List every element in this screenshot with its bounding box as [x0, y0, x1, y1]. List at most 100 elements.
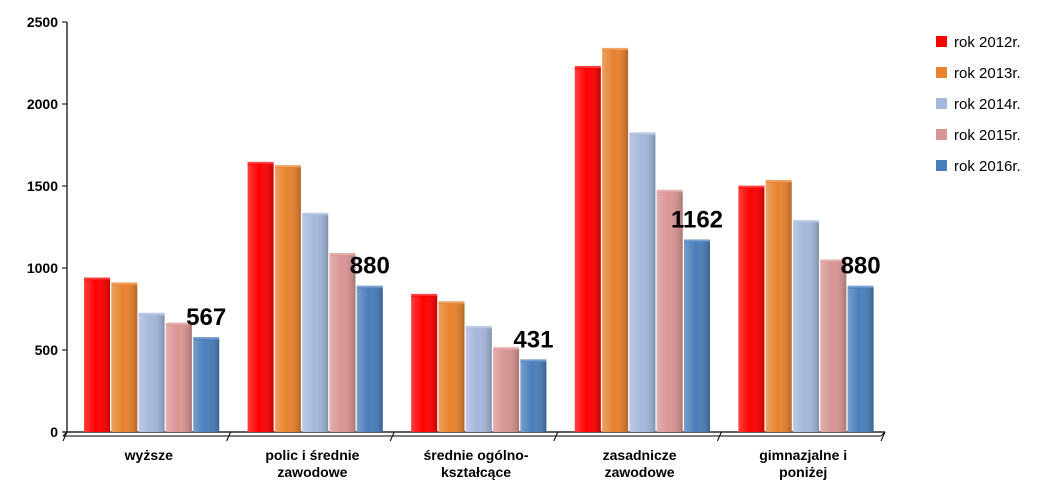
x-category-label-line: średnie ogólno- — [424, 447, 529, 463]
legend-label: rok 2013r. — [954, 65, 1021, 82]
bar-top — [193, 337, 220, 341]
legend-item: rok 2013r. — [936, 65, 1021, 82]
bar-shading — [765, 181, 792, 432]
bar-shading — [847, 287, 874, 432]
x-category-label-line: zawodowe — [605, 464, 675, 480]
bar-shading — [738, 187, 765, 432]
x-tick-mark — [716, 431, 722, 442]
bar-top — [493, 347, 520, 351]
y-tick-label: 2500 — [27, 14, 58, 30]
bar-shading — [247, 163, 274, 433]
bar-top — [684, 239, 710, 243]
x-category-label-line: wyższe — [124, 447, 173, 463]
bar-top — [602, 47, 629, 51]
data-label: 567 — [186, 304, 226, 331]
bar — [629, 132, 656, 432]
data-label: 880 — [350, 253, 390, 280]
bar-shading — [302, 214, 329, 432]
bar — [820, 259, 847, 432]
bar-shading — [493, 349, 520, 432]
bar-top — [629, 132, 656, 136]
bar-shading — [574, 67, 601, 433]
x-category-label: gimnazjalne i poniżej — [759, 447, 847, 480]
x-tick-mark — [880, 431, 886, 442]
bar-top — [165, 322, 192, 326]
bar-top — [738, 185, 765, 189]
bar-shading — [656, 191, 683, 432]
x-category-label: średnie ogólno-kształcące — [424, 447, 529, 480]
bar — [574, 65, 601, 433]
bar — [411, 293, 438, 432]
data-labels: 567 880 431 1162 880 — [186, 206, 880, 353]
bar-shading — [438, 303, 465, 432]
bar — [793, 220, 819, 432]
bar-top — [793, 220, 819, 224]
legend-item: rok 2014r. — [936, 96, 1021, 113]
x-category-label: zasadnicze zawodowe — [603, 447, 677, 480]
bar — [493, 347, 520, 432]
bar-top — [574, 65, 601, 69]
bar — [438, 301, 465, 432]
bar-shading — [329, 254, 356, 432]
bar-top — [84, 277, 110, 281]
axes: 0 500 1000 1500 2000 2500 wyższe polic i średni… — [27, 14, 886, 480]
bar — [84, 277, 110, 432]
legend-swatch — [936, 67, 947, 78]
x-category-label-line: poniżej — [779, 464, 827, 480]
x-tick-mark — [389, 431, 395, 442]
legend-swatch — [936, 160, 947, 171]
bar-top — [329, 252, 356, 256]
y-tick-label: 1500 — [27, 178, 58, 194]
x-category-label-line: zawodowe — [277, 464, 347, 480]
bar-shading — [84, 279, 110, 432]
bar-shading — [520, 361, 547, 432]
bars — [84, 47, 874, 433]
x-tick-mark — [553, 431, 559, 442]
bar — [329, 252, 356, 432]
legend-label: rok 2016r. — [954, 158, 1021, 175]
bar-shading — [465, 327, 492, 432]
bar-shading — [602, 49, 629, 432]
bar-top — [465, 325, 492, 329]
bar-shading — [820, 261, 847, 432]
data-label: 880 — [841, 253, 881, 280]
bar-shading — [274, 167, 301, 432]
legend-item: rok 2012r. — [936, 34, 1021, 51]
x-category-label-line: gimnazjalne i — [759, 447, 847, 463]
legend-item: rok 2016r. — [936, 158, 1021, 175]
bar-top — [111, 282, 138, 286]
legend-swatch — [936, 98, 947, 109]
bar-top — [438, 301, 465, 305]
bar-shading — [629, 134, 656, 432]
bar-top — [138, 312, 165, 316]
bar-top — [356, 285, 383, 289]
bar — [602, 47, 629, 432]
data-label: 1162 — [671, 206, 723, 233]
bar — [193, 337, 220, 432]
bar-top — [656, 189, 683, 193]
bar — [274, 165, 301, 432]
bar — [765, 179, 792, 432]
y-tick-label: 500 — [35, 342, 59, 358]
bar-shading — [138, 314, 165, 432]
y-tick-label: 2000 — [27, 96, 58, 112]
bar — [465, 325, 492, 432]
bar-shading — [165, 324, 192, 432]
bar — [302, 212, 329, 432]
x-category-label-line: kształcące — [441, 464, 511, 480]
bar-shading — [111, 284, 138, 432]
bar-shading — [193, 339, 220, 432]
legend-label: rok 2012r. — [954, 34, 1021, 51]
x-tick-mark — [62, 431, 68, 442]
bar — [684, 239, 710, 432]
y-tick-label: 1000 — [27, 260, 58, 276]
bar-shading — [684, 241, 710, 432]
data-label: 431 — [513, 326, 553, 353]
legend: rok 2012r. rok 2013r. rok 2014r. rok 2015r.… — [936, 34, 1021, 175]
x-category-label: wyższe — [124, 447, 173, 463]
legend-swatch — [936, 129, 947, 140]
bar — [656, 189, 683, 432]
bar — [111, 282, 138, 432]
bar-top — [302, 212, 329, 216]
